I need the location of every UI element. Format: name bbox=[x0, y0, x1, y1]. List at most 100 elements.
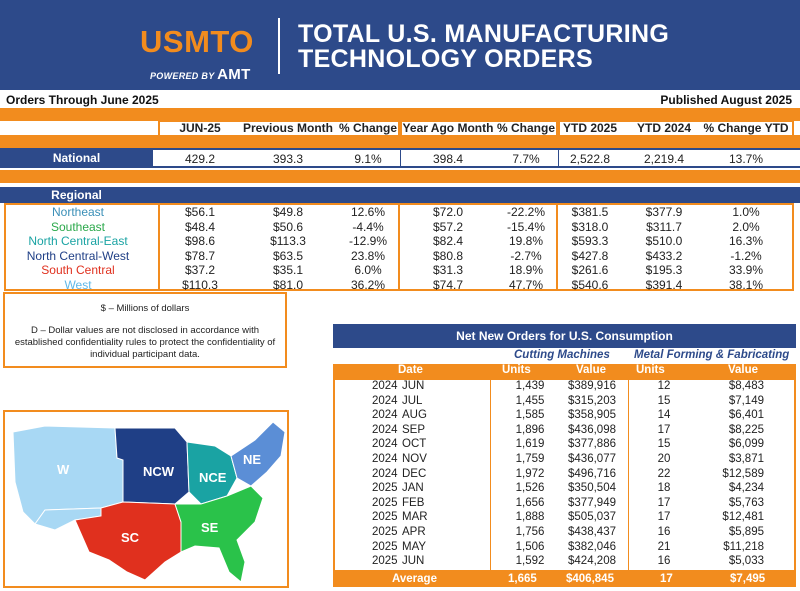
nn-cm-value: $389,916 bbox=[568, 380, 616, 392]
orange-band-top bbox=[0, 108, 800, 121]
nn-cm-units: 1,439 bbox=[515, 380, 545, 392]
nn-mf-value: $12,589 bbox=[722, 467, 764, 480]
region-value: $82.4 bbox=[432, 234, 464, 248]
average-cm-units: 1,665 bbox=[508, 573, 537, 585]
average-mf-value: $7,495 bbox=[730, 573, 766, 585]
region-value: 12.6% bbox=[350, 205, 386, 219]
nn-mf-value: $5,763 bbox=[728, 496, 764, 509]
nn-mf-units: 16 bbox=[657, 555, 671, 568]
us-map-svg: W NCW NCE NE SC SE bbox=[5, 412, 287, 586]
nn-month: DEC bbox=[402, 467, 427, 480]
region-value: $381.5 bbox=[571, 205, 609, 219]
powered-by: POWERED BY AMT bbox=[150, 66, 251, 83]
national-value: 429.2 bbox=[184, 152, 216, 166]
nat-divider-1 bbox=[400, 150, 401, 166]
region-value: $110.3 bbox=[182, 277, 218, 292]
region-name: Northeast bbox=[51, 205, 105, 219]
region-value: 19.8% bbox=[508, 234, 544, 248]
column-header: % Change YTD bbox=[703, 121, 789, 135]
regional-label: Regional bbox=[0, 187, 153, 203]
national-value: 398.4 bbox=[432, 152, 464, 166]
nn-mf-value: $12,481 bbox=[722, 511, 764, 524]
nn-cm-value: $315,203 bbox=[568, 394, 616, 407]
orange-band-2 bbox=[0, 135, 800, 148]
national-value: 9.1% bbox=[354, 152, 382, 166]
nn-cm-value: $377,949 bbox=[568, 496, 616, 509]
usmto-logo: USMTO bbox=[140, 24, 254, 59]
nn-cm-units: 1,619 bbox=[515, 438, 545, 451]
region-value: $63.5 bbox=[272, 248, 304, 263]
region-value: $35.1 bbox=[272, 263, 304, 277]
nn-mf-units: 12 bbox=[657, 380, 671, 392]
region-value: $80.8 bbox=[432, 248, 464, 263]
col-cm-units: Units bbox=[502, 364, 531, 376]
nn-month: NOV bbox=[402, 453, 427, 465]
region-value: $318.0 bbox=[571, 219, 609, 234]
region-value: $57.2 bbox=[432, 219, 464, 234]
region-value: $433.2 bbox=[645, 248, 683, 263]
region-value: $74.7 bbox=[432, 277, 464, 292]
nn-mf-units: 21 bbox=[657, 540, 671, 553]
title-line-2: TECHNOLOGY ORDERS bbox=[298, 45, 593, 73]
region-value: 6.0% bbox=[354, 263, 382, 277]
orange-band-3 bbox=[0, 170, 800, 183]
nn-cm-value: $505,037 bbox=[568, 511, 616, 524]
map-label-ncw: NCW bbox=[143, 464, 175, 479]
nn-cm-value: $438,437 bbox=[568, 526, 616, 538]
region-value: -15.4% bbox=[506, 219, 546, 234]
group-box-year-head bbox=[400, 120, 558, 135]
region-value: $540.6 bbox=[571, 277, 609, 292]
header-banner bbox=[0, 0, 800, 90]
nn-year: 2024 bbox=[372, 453, 398, 465]
nn-year: 2024 bbox=[372, 380, 398, 392]
column-header: Previous Month bbox=[242, 121, 334, 135]
nn-year: 2024 bbox=[372, 423, 398, 436]
nn-year: 2024 bbox=[372, 438, 398, 451]
region-name-box bbox=[4, 203, 158, 291]
region-ytd-box bbox=[558, 203, 794, 291]
col-date: Date bbox=[398, 364, 423, 376]
nn-mf-units: 18 bbox=[657, 482, 671, 495]
region-name: North Central-East bbox=[28, 234, 128, 248]
nn-cm-units: 1,585 bbox=[515, 409, 545, 422]
nn-cm-value: $358,905 bbox=[568, 409, 616, 422]
nn-cm-units: 1,896 bbox=[515, 423, 545, 436]
region-name: Southeast bbox=[50, 219, 106, 234]
nn-year: 2025 bbox=[372, 555, 398, 568]
nn-cm-units: 1,756 bbox=[515, 526, 545, 538]
nn-mf-value: $8,225 bbox=[728, 423, 764, 436]
nn-mf-value: $8,483 bbox=[728, 380, 764, 392]
region-value: -22.2% bbox=[506, 205, 546, 219]
col-cm-value: Value bbox=[576, 364, 607, 376]
group-cutting-machines: Cutting Machines bbox=[514, 349, 610, 361]
nn-cm-units: 1,888 bbox=[515, 511, 545, 524]
nn-month: JUN bbox=[402, 380, 425, 392]
region-value: $261.6 bbox=[571, 263, 609, 277]
national-value: 2,219.4 bbox=[643, 152, 685, 166]
column-header: JUN-25 bbox=[179, 121, 221, 135]
average-cm-value: $406,845 bbox=[566, 573, 614, 585]
nn-cm-units: 1,506 bbox=[515, 540, 545, 553]
published-date: Published August 2025 bbox=[660, 93, 792, 107]
region-name: North Central-West bbox=[26, 248, 130, 263]
nn-month: OCT bbox=[402, 438, 427, 451]
map-label-w: W bbox=[57, 462, 70, 477]
region-value: $81.0 bbox=[272, 277, 304, 292]
column-header: Year Ago Month bbox=[402, 121, 494, 135]
nn-mf-value: $7,149 bbox=[728, 394, 764, 407]
region-value: $78.7 bbox=[184, 248, 216, 263]
region-value: $593.3 bbox=[571, 234, 609, 248]
net-new-group-row bbox=[333, 348, 796, 364]
nn-mf-value: $6,099 bbox=[728, 438, 764, 451]
national-value: 2,522.8 bbox=[569, 152, 611, 166]
region-name: South Central bbox=[41, 263, 115, 277]
nn-mf-value: $5,895 bbox=[728, 526, 764, 538]
national-row-bg bbox=[0, 148, 800, 168]
nn-year: 2025 bbox=[372, 511, 398, 524]
nn-mf-units: 16 bbox=[657, 526, 671, 538]
nn-cm-value: $496,716 bbox=[568, 467, 616, 480]
nn-cm-value: $436,098 bbox=[568, 423, 616, 436]
nn-mf-units: 22 bbox=[657, 467, 671, 480]
title-line-1: TOTAL U.S. MANUFACTURING bbox=[298, 20, 670, 48]
region-value: -12.9% bbox=[348, 234, 388, 248]
